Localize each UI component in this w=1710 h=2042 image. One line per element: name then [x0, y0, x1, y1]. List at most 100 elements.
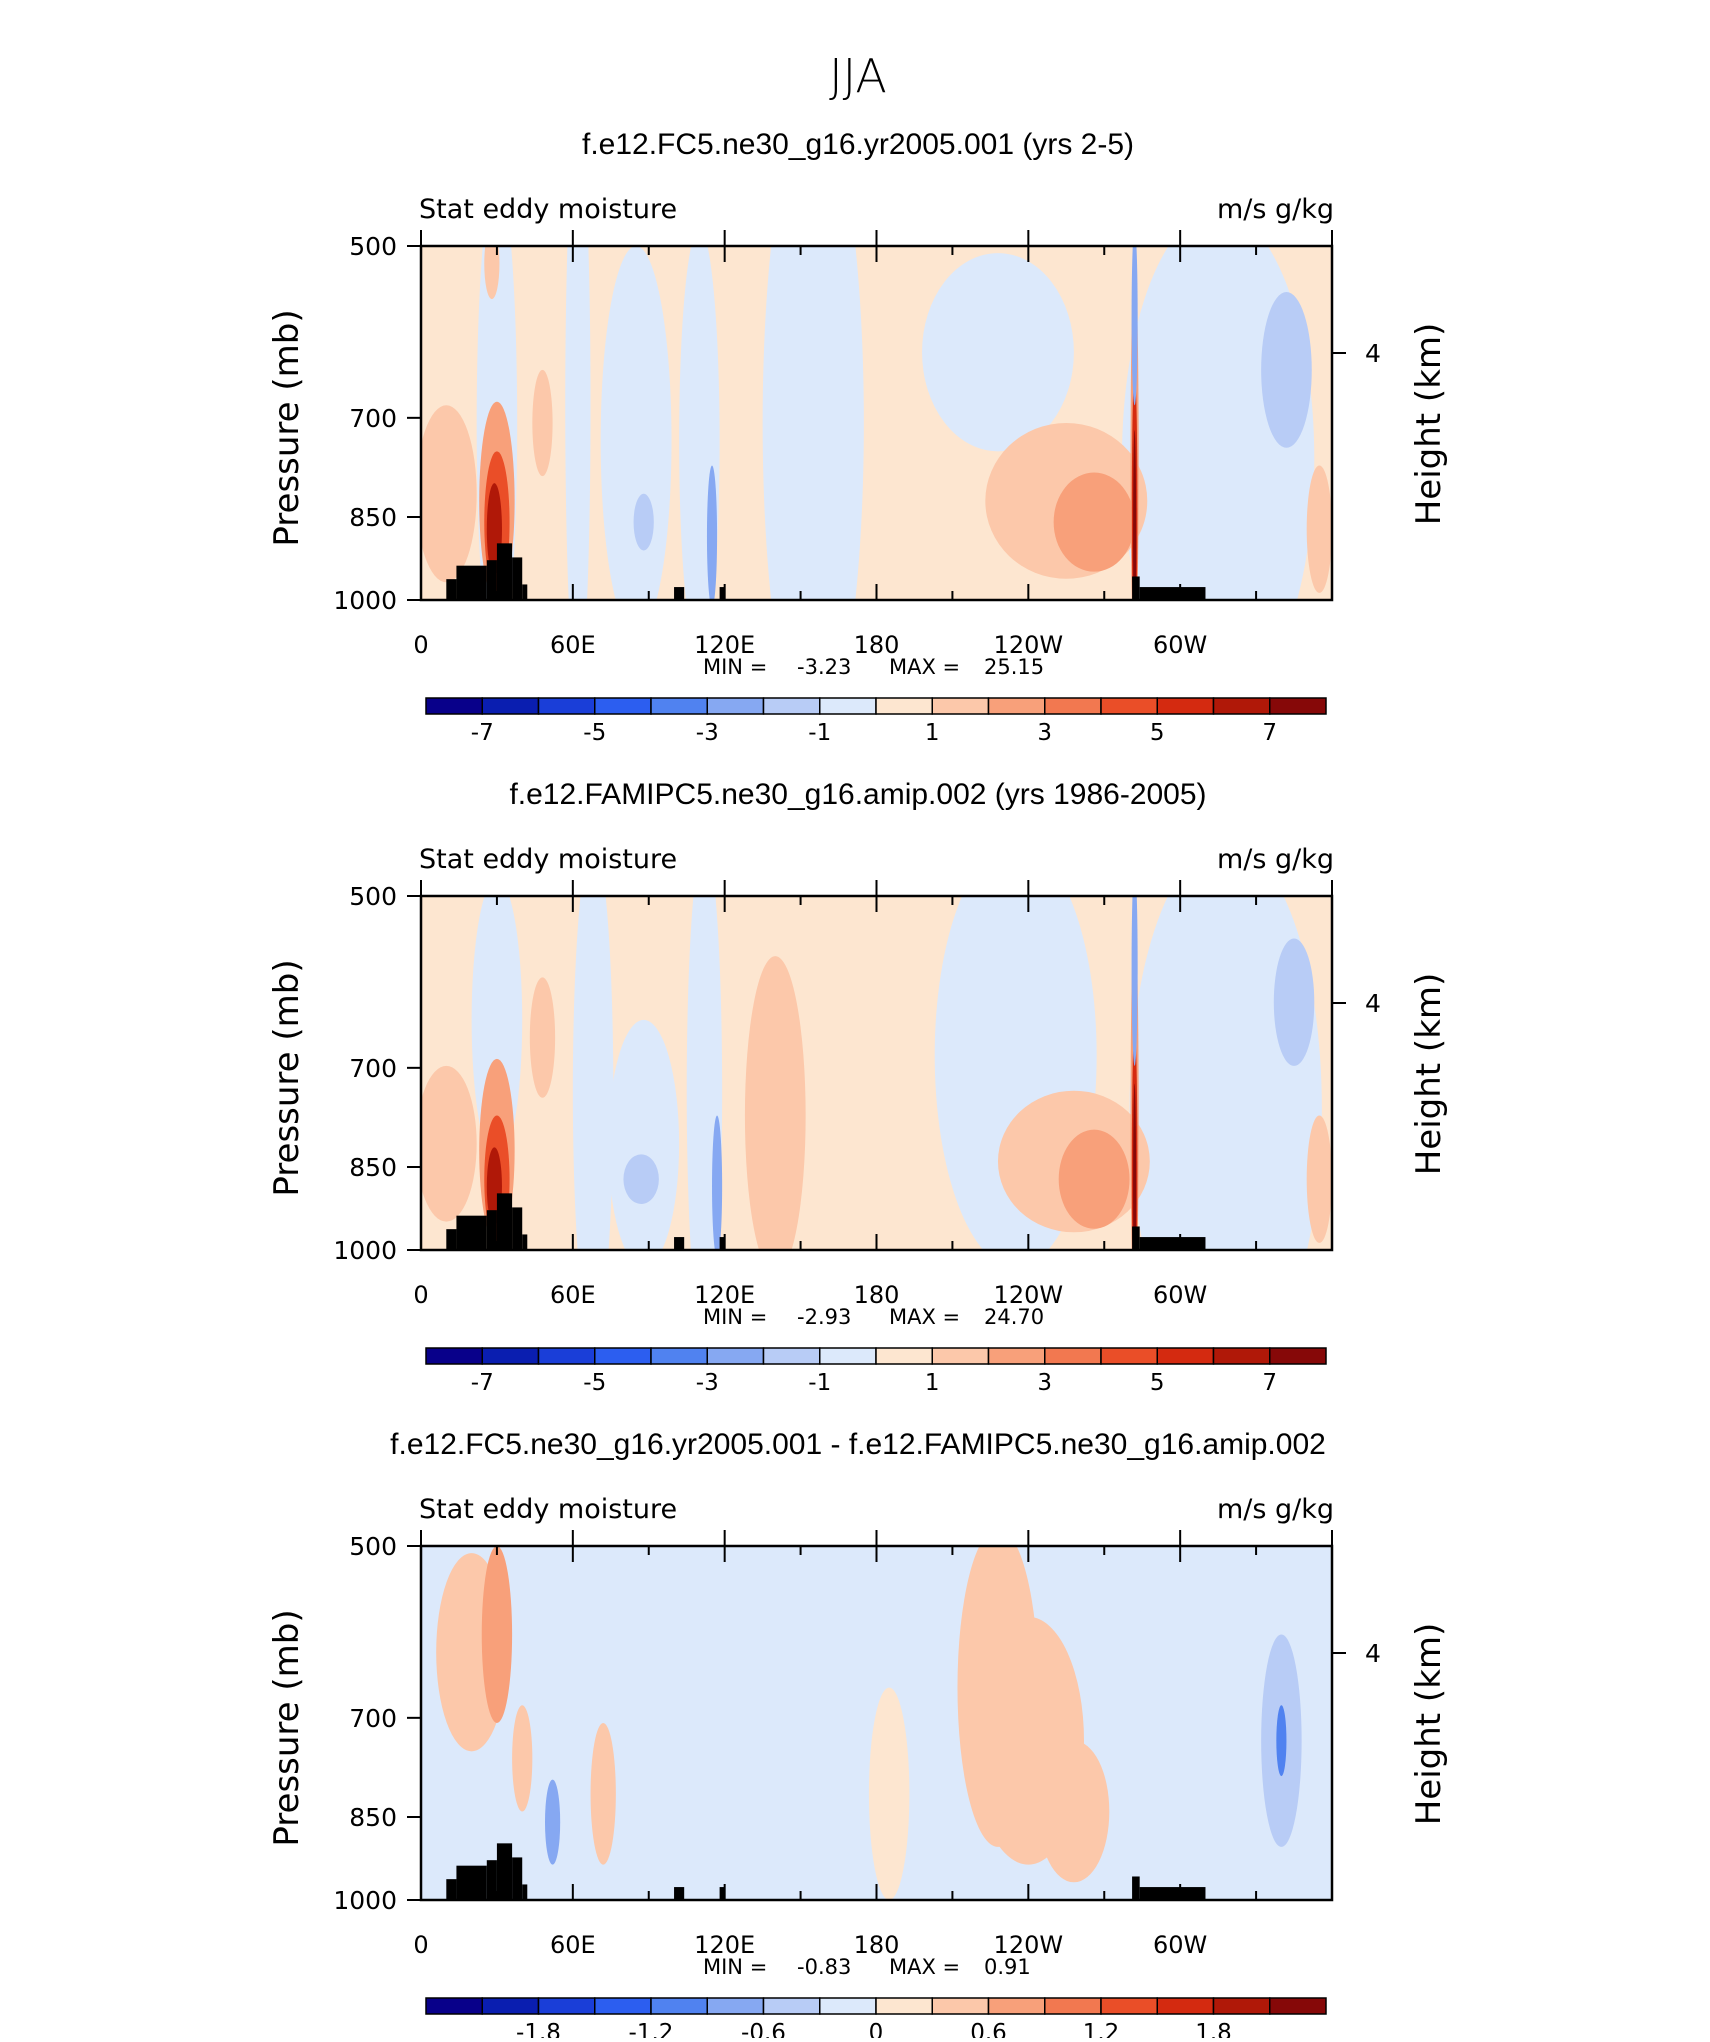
colorbar-label: 7: [1262, 720, 1277, 746]
contour-region: [633, 493, 654, 551]
min-value: -3.23: [797, 655, 851, 679]
x-tick-label: 60W: [1153, 631, 1207, 659]
contour-region: [868, 1687, 910, 1900]
colorbar-label: -3: [696, 720, 719, 746]
y-tick-label: 700: [349, 1054, 397, 1083]
colorbar-segment: [1156, 697, 1215, 715]
colorbar-segment: [875, 697, 933, 715]
contour-region: [762, 246, 864, 600]
contour-region: [744, 956, 806, 1250]
x-tick-label: 120W: [994, 631, 1064, 659]
chart-left-label: Stat eddy moisture: [419, 194, 677, 225]
colorbar-segment: [987, 1347, 1046, 1365]
contour-region: [590, 1723, 616, 1865]
colorbar-segment: [987, 1997, 1046, 2015]
min-label: MIN =: [703, 1305, 767, 1329]
terrain-block: [486, 1860, 497, 1900]
contour-region: [1133, 430, 1137, 600]
colorbar-label: 5: [1150, 720, 1165, 746]
x-tick-label: 60W: [1153, 1931, 1207, 1959]
terrain-block: [496, 1193, 513, 1250]
contour-region: [749, 1546, 801, 1900]
colorbar-segment: [594, 697, 652, 715]
colorbar-segment: [1044, 697, 1102, 715]
x-tick-label: 60W: [1153, 1281, 1207, 1309]
colorbar-segment: [425, 1347, 483, 1365]
contour-region: [512, 1705, 533, 1812]
colorbar-segment: [1269, 1347, 1327, 1365]
x-tick-label: 0: [413, 1931, 428, 1959]
contour-region: [712, 1115, 723, 1250]
colorbar-segment: [819, 697, 877, 715]
colorbar-label: -1: [808, 1370, 831, 1396]
right-tick-label: 4: [1365, 989, 1381, 1018]
chart-left-label: Stat eddy moisture: [419, 844, 677, 875]
min-value: -2.93: [797, 1305, 851, 1329]
colorbar-segment: [875, 1997, 933, 2015]
terrain-block: [1132, 1876, 1140, 1900]
x-tick-label: 0: [413, 1281, 428, 1309]
contour-region: [481, 1546, 513, 1723]
colorbar-label: -1: [808, 720, 831, 746]
colorbar-label: -7: [471, 720, 494, 746]
terrain-block: [486, 560, 497, 600]
contour-region: [421, 1065, 477, 1222]
colorbar-segment: [706, 1347, 765, 1365]
colorbar-segment: [481, 1347, 540, 1365]
colorbar-label: -5: [583, 1370, 606, 1396]
terrain-block: [719, 587, 725, 600]
colorbar-segment: [1100, 697, 1158, 715]
terrain-block: [719, 1237, 725, 1250]
max-value: 25.15: [984, 655, 1044, 679]
chart-title: f.e12.FC5.ne30_g16.yr2005.001 (yrs 2-5): [582, 128, 1134, 161]
terrain-block: [522, 1884, 528, 1900]
max-label: MAX =: [889, 1955, 960, 1979]
colorbar-segment: [1044, 1347, 1102, 1365]
colorbar-segment: [819, 1347, 877, 1365]
chart-title: f.e12.FAMIPC5.ne30_g16.amip.002 (yrs 198…: [509, 778, 1206, 811]
contour-region: [1276, 1705, 1287, 1777]
terrain-block: [456, 565, 487, 600]
colorbar-label: 5: [1150, 1370, 1165, 1396]
contour-region: [484, 246, 500, 300]
y-axis-label-right: Height (km): [1409, 1623, 1449, 1826]
min-label: MIN =: [703, 655, 767, 679]
x-tick-label: 60E: [550, 631, 596, 659]
colorbar-label: 3: [1037, 720, 1052, 746]
y-tick-label: 1000: [333, 586, 397, 615]
contour-region: [686, 896, 723, 1250]
colorbar: -7 -5 -3 -1 1 3 5 7: [425, 1347, 1327, 1396]
terrain-block: [496, 1843, 513, 1900]
x-tick-label: 120W: [994, 1281, 1064, 1309]
x-tick-label: 180: [854, 1281, 900, 1309]
colorbar-label: 0: [869, 2020, 884, 2038]
colorbar-label: 1: [925, 720, 940, 746]
terrain-block: [512, 557, 523, 600]
y-tick-label: 1000: [333, 1236, 397, 1265]
colorbar-segment: [481, 1997, 540, 2015]
colorbar-segment: [594, 1997, 652, 2015]
min-value: -0.83: [797, 1955, 851, 1979]
y-tick-label: 1000: [333, 1886, 397, 1915]
y-axis-label-right: Height (km): [1409, 973, 1449, 1176]
terrain-block: [456, 1865, 487, 1900]
contour-region: [1131, 246, 1138, 406]
contour-region: [1273, 938, 1315, 1066]
terrain-block: [486, 1210, 497, 1250]
terrain-block: [1132, 1226, 1140, 1250]
contour-region: [1306, 465, 1332, 593]
max-label: MAX =: [889, 1305, 960, 1329]
terrain-block: [522, 1234, 528, 1250]
right-tick-label: 4: [1365, 339, 1381, 368]
colorbar-segment: [650, 697, 708, 715]
contour-region: [618, 1712, 680, 1900]
y-tick-label: 500: [349, 232, 397, 261]
chart-units-label: m/s g/kg: [1217, 194, 1334, 225]
colorbar-segment: [650, 1347, 708, 1365]
contour-region: [1053, 472, 1135, 572]
terrain-block: [719, 1887, 725, 1900]
terrain-block: [674, 1237, 685, 1250]
contour-field: [421, 246, 1332, 600]
